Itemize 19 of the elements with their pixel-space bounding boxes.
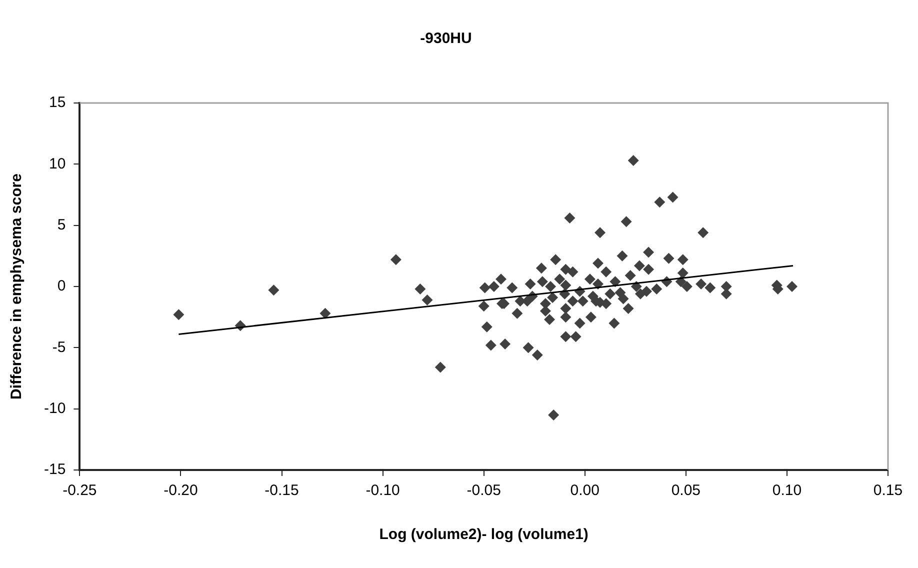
y-tick-label: 15 <box>48 94 66 112</box>
y-tick-label: 0 <box>57 278 66 295</box>
chart-title: -930HU <box>420 30 472 48</box>
x-axis-title: Log (volume2)- log (volume1) <box>379 526 588 544</box>
x-tick-label: -0.05 <box>466 482 501 500</box>
x-tick-label: 0.00 <box>570 482 600 500</box>
x-tick-label: -0.20 <box>164 482 198 500</box>
x-tick-label: 0.05 <box>671 482 701 500</box>
y-tick-label: -15 <box>44 461 66 478</box>
y-tick-label: 5 <box>57 216 66 234</box>
y-tick-label: -10 <box>44 400 66 417</box>
x-tick-label: -0.25 <box>62 482 97 500</box>
x-tick-label: 0.10 <box>772 482 802 500</box>
x-tick-label: -0.15 <box>264 482 299 500</box>
x-tick-label: -0.10 <box>366 482 400 500</box>
y-axis-title: Difference in emphysema score <box>8 174 26 400</box>
y-tick-label: 10 <box>48 155 66 172</box>
x-tick-label: 0.15 <box>873 482 903 500</box>
y-tick-label: -5 <box>52 338 66 356</box>
